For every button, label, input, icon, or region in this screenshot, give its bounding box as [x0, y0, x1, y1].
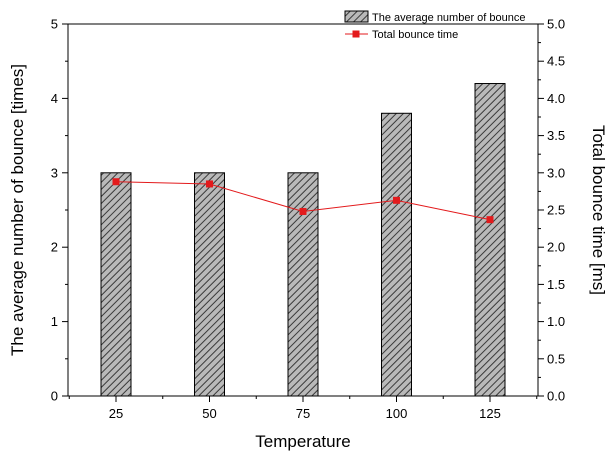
line-point	[393, 196, 400, 204]
line-point	[112, 178, 120, 186]
y2-tick-label: 4.5	[547, 54, 565, 69]
y2-tick-label: 1.5	[547, 277, 565, 292]
legend-bar-swatch	[344, 10, 369, 23]
y-tick-label: 2	[51, 240, 58, 255]
y-tick-label: 4	[51, 91, 58, 106]
y2-tick-label: 0.0	[547, 389, 565, 404]
y2-tick-label: 5.0	[547, 17, 565, 32]
x-axis-title: Temperature	[255, 432, 350, 451]
y2-axis-title: Total bounce time [ms]	[589, 125, 606, 295]
y2-tick-label: 0.5	[547, 351, 565, 366]
y2-tick-label: 2.5	[547, 203, 565, 218]
legend-bar-label: The average number of bounce	[372, 12, 526, 24]
x-tick-label: 75	[296, 406, 310, 421]
bar	[287, 172, 319, 397]
x-tick-label: 50	[202, 406, 216, 421]
line-point	[299, 207, 307, 215]
x-tick-label: 25	[109, 406, 123, 421]
left-axis: 0 1 2 3 4 5	[51, 17, 68, 404]
y-tick-label: 1	[51, 314, 58, 329]
bar	[100, 172, 132, 397]
x-tick-label: 125	[479, 406, 501, 421]
y-axis-title: The average number of bounce [times]	[8, 64, 27, 356]
x-tick-label: 100	[386, 406, 408, 421]
line-point	[486, 216, 494, 224]
bounce-time-points	[112, 178, 494, 224]
legend-line-marker	[352, 30, 360, 38]
y-tick-label: 3	[51, 165, 58, 180]
y2-tick-label: 3.0	[547, 165, 565, 180]
line-point	[206, 180, 213, 188]
bar	[474, 83, 506, 397]
legend: The average number of bounce Total bounc…	[344, 10, 526, 41]
bar	[194, 172, 225, 397]
right-axis: 0.0 0.5 1.0 1.5 2.0 2.5 3.0 3.5 4.0 4.5 5.0	[538, 17, 565, 404]
x-axis: 25 50 75 100 125	[68, 396, 538, 421]
y2-tick-label: 4.0	[547, 91, 565, 106]
y2-tick-label: 3.5	[547, 128, 565, 143]
bar-series	[100, 83, 506, 397]
y2-tick-label: 2.0	[547, 240, 565, 255]
legend-line-label: Total bounce time	[372, 29, 458, 41]
bar	[381, 112, 412, 397]
y-tick-label: 5	[51, 17, 58, 32]
y-tick-label: 0	[51, 389, 58, 404]
y2-tick-label: 1.0	[547, 314, 565, 329]
